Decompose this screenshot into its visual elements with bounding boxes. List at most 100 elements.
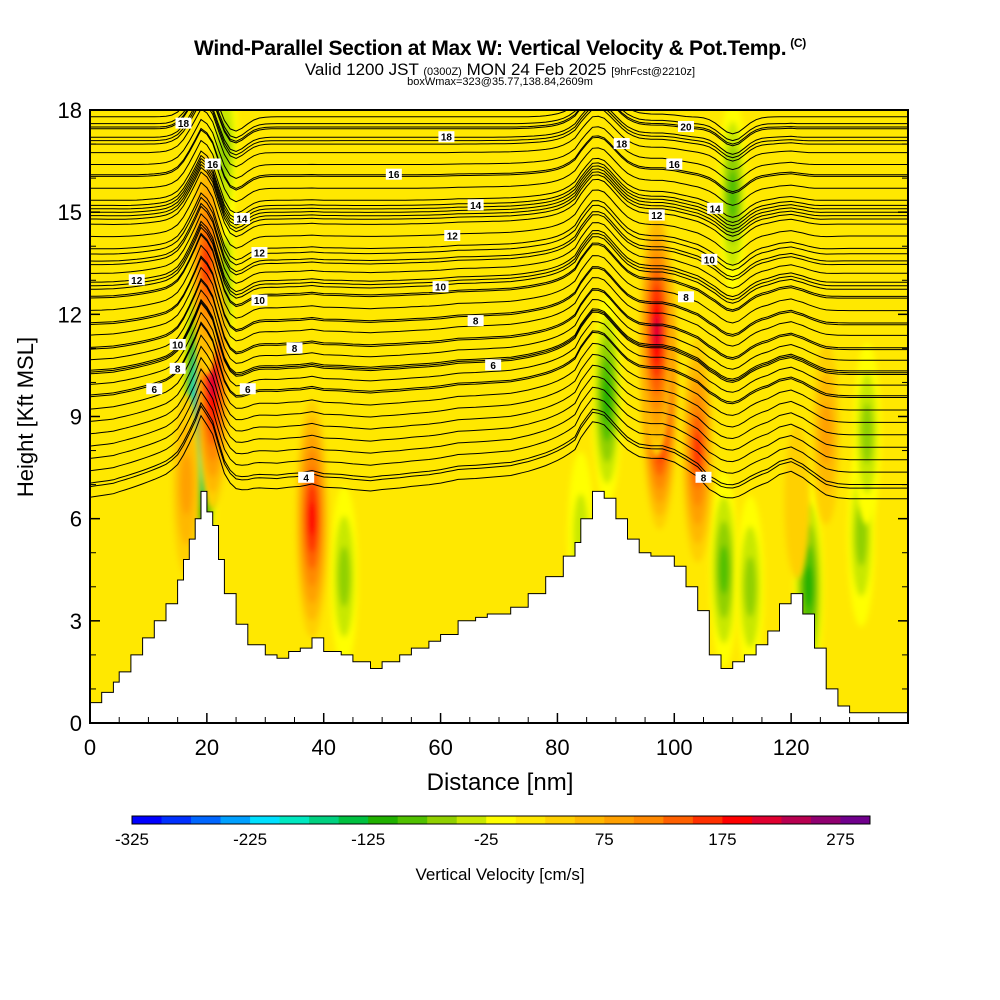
isentrope-label-bg	[701, 253, 718, 265]
isentrope-line	[90, 192, 908, 266]
isentrope-line	[90, 205, 908, 281]
isentrope-label-text: 18	[616, 140, 628, 151]
isentrope-label-bg	[707, 202, 724, 214]
isentrope-line	[90, 129, 908, 194]
isentrope-line	[90, 334, 908, 416]
colorbar-swatch	[486, 816, 517, 824]
isentrope-label-text: 16	[388, 170, 400, 181]
forecast-tag: [9hrFcst@2210z]	[611, 66, 696, 78]
isentrope-label-bg	[286, 342, 303, 354]
colorbar-tick-label: -225	[233, 830, 267, 849]
x-tick-label: 80	[545, 735, 569, 760]
isentrope-label-bg	[239, 383, 256, 395]
colorbar-swatch	[781, 816, 812, 824]
chart-title: Wind-Parallel Section at Max W: Vertical…	[0, 36, 1000, 61]
colorbar-swatch	[161, 816, 192, 824]
y-tick-label: 6	[70, 507, 82, 532]
isentrope-label: 8	[169, 362, 186, 375]
isentrope-line	[90, 118, 908, 183]
isentrope-label-text: 10	[254, 296, 266, 307]
downdraft-cell	[718, 110, 748, 294]
isentrope-label-text: 20	[680, 123, 692, 134]
isentrope-label: 10	[169, 338, 186, 351]
isentrope-label: 6	[239, 383, 256, 396]
colorbar-tick-label: 175	[708, 830, 736, 849]
isentrope-group	[90, 110, 908, 500]
downdraft-band	[804, 565, 814, 608]
colorbar-swatch	[427, 816, 458, 824]
terrain-profile	[90, 490, 908, 723]
isentrope-line	[90, 414, 908, 500]
isentrope-label: 8	[286, 342, 303, 355]
colorbar-swatch	[191, 816, 222, 824]
isentrope-label-text: 6	[151, 385, 157, 396]
colorbar-swatch	[722, 816, 753, 824]
colorbar-swatch	[456, 816, 487, 824]
isentrope-label-bg	[385, 168, 402, 180]
axes: 0 20 40 60 80 100 120 0 3 6 9 12 15 18	[58, 98, 908, 760]
x-tick-label: 100	[656, 735, 693, 760]
colorbar-tick-label: -325	[115, 830, 149, 849]
downdraft-band	[744, 556, 757, 618]
isentrope-line	[90, 110, 908, 147]
isentrope-label: 18	[613, 138, 630, 151]
isentrope-label-bg	[204, 158, 221, 170]
isentrope-label-text: 18	[178, 119, 190, 130]
updraft-band	[208, 366, 217, 399]
isentrope-label: 16	[385, 168, 402, 181]
colorbar-swatch	[840, 816, 871, 824]
isentrope-line	[90, 163, 908, 234]
isentrope-line	[90, 279, 908, 360]
y-tick-label: 0	[70, 711, 82, 736]
isentrope-label-bg	[677, 121, 694, 133]
isentrope-line	[90, 256, 908, 337]
isentrope-line	[90, 110, 908, 155]
isentrope-line	[90, 390, 908, 474]
colorbar-swatch	[132, 816, 163, 824]
isentrope-label-text: 6	[245, 385, 251, 396]
isentrope-line	[90, 244, 908, 324]
plot-area: 4 6 6 6 8 8 8 8 8 10 10 10 10 12 12 12 12 14 14 14 16 16 16 18 1…	[90, 110, 908, 723]
isentrope-line	[90, 321, 908, 403]
downdraft-band	[861, 403, 874, 464]
colorbar-label: Vertical Velocity [cm/s]	[415, 865, 584, 884]
isentrope-line	[90, 150, 908, 218]
isentrope-label-bg	[128, 274, 145, 286]
isentrope-label-bg	[233, 212, 250, 224]
isentrope-label: 10	[251, 294, 268, 307]
updraft-band	[308, 501, 317, 536]
isentrope-line	[90, 311, 908, 393]
isentrope-label: 18	[175, 117, 192, 130]
downdraft-band	[727, 170, 738, 220]
updraft-cell	[295, 399, 329, 638]
isentrope-line	[90, 367, 908, 451]
isentrope-line	[90, 110, 908, 145]
colorbar: -325 -225 -125 -25 75 175 275	[115, 815, 871, 849]
isentrope-line	[90, 154, 908, 224]
isentrope-label-bg	[467, 315, 484, 327]
isentrope-label-text: 12	[131, 276, 143, 287]
isentrope-line	[90, 110, 908, 162]
isentrope-label-bg	[251, 247, 268, 259]
downdraft-band	[718, 545, 730, 595]
downdraft-band	[338, 546, 351, 607]
colorbar-swatch	[220, 816, 251, 824]
isentrope-line	[90, 322, 908, 405]
updraft-band	[693, 431, 702, 470]
isentrope-label: 12	[251, 247, 268, 260]
isentrope-line	[90, 157, 908, 227]
isentrope-label-text: 14	[470, 201, 482, 212]
isentrope-label-text: 16	[669, 160, 681, 171]
isentrope-label: 12	[444, 230, 461, 243]
isentrope-label-bg	[175, 117, 192, 129]
downdraft-cell	[709, 471, 739, 668]
x-tick-label: 40	[311, 735, 335, 760]
updraft-cell	[682, 338, 714, 563]
isentrope-line	[90, 226, 908, 304]
isentrope-label-text: 14	[710, 204, 722, 215]
isentrope-label: 6	[146, 383, 163, 396]
isentrope-line	[90, 110, 908, 159]
isentrope-line	[90, 277, 908, 359]
colorbar-frame	[131, 815, 871, 825]
isentrope-label: 8	[677, 291, 694, 304]
